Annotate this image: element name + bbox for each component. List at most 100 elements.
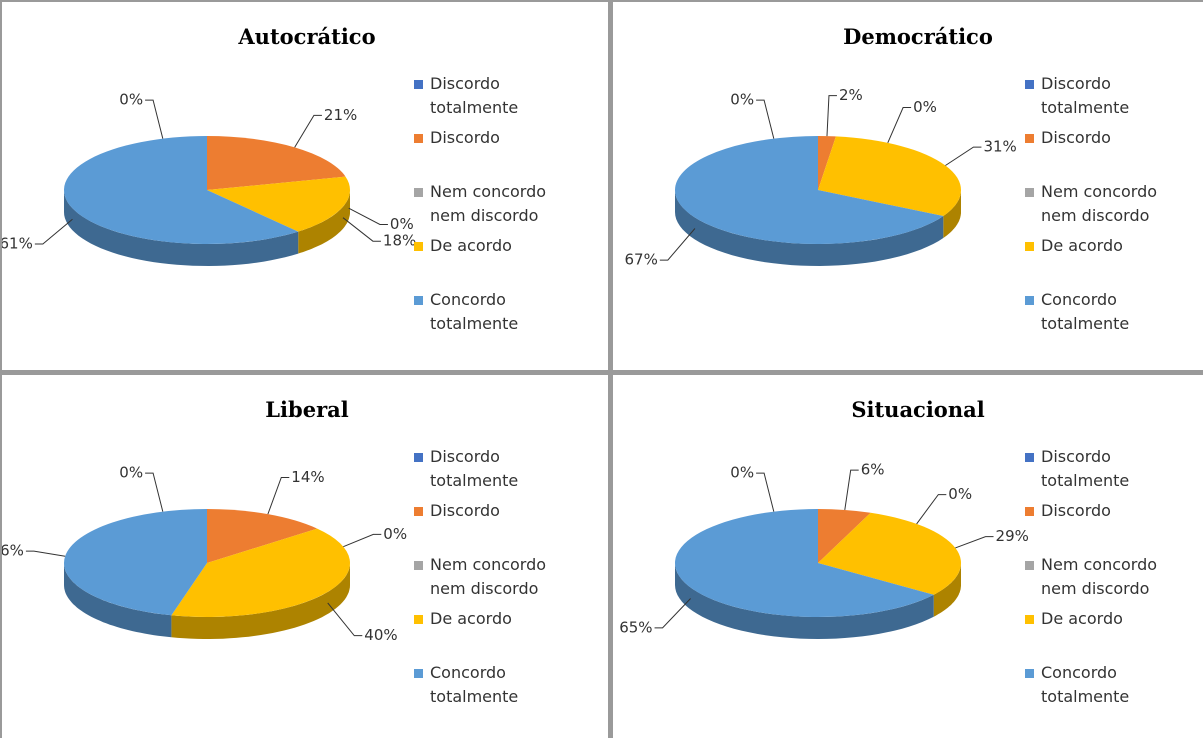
data-label: 0% [948,485,972,503]
leader-line [955,536,994,549]
legend-swatch [1025,615,1034,624]
legend-swatch [1025,507,1034,516]
legend-swatch [414,296,423,305]
leader-line [654,598,691,629]
legend-label: Discordo totalmente [1041,447,1130,490]
data-label: 46% [2,542,24,560]
legend-label: Discordo [1041,128,1111,147]
legend-label: Discordo [430,501,500,520]
legend-item: Concordo totalmente [1025,661,1165,715]
leader-line [343,533,382,548]
legend-swatch [1025,242,1034,251]
pie-side [943,190,961,238]
legend-label: Discordo totalmente [430,74,519,117]
leader-line [348,207,388,225]
legend-swatch [414,669,423,678]
legend-item: Discordo totalmente [1025,72,1165,126]
data-label: 21% [324,106,357,124]
legend-item: Discordo [414,499,554,553]
legend-label: De acordo [1041,609,1123,628]
legend-swatch [414,453,423,462]
legend-swatch [414,188,423,197]
chart-title: Situacional [851,397,984,422]
data-label: 0% [390,215,414,233]
leader-line [916,494,947,525]
data-label: 0% [730,464,754,482]
leader-line [342,217,381,242]
pie-slice [675,136,944,245]
legend-label: Nem concordo nem discordo [430,555,547,598]
data-label: 2% [839,86,863,104]
pie-slice [207,509,318,563]
leader-line [294,114,322,148]
pie-slice [207,176,350,232]
legend-item: De acordo [414,607,554,661]
chart-panel: Democrático 0% 2% 0% 31% 67% Discordo totalmen… [613,2,1203,370]
legend-item: Nem concordo nem discordo [1025,553,1165,607]
pie-side [64,190,299,266]
legend-swatch [414,134,423,143]
legend-item: Discordo [1025,499,1165,553]
legend-swatch [414,242,423,251]
legend-item: Concordo totalmente [414,661,554,715]
legend-swatch [1025,669,1034,678]
legend-item: Nem concordo nem discordo [414,180,554,234]
pie-side [298,190,350,254]
legend-item: Concordo totalmente [414,288,554,342]
legend-swatch [1025,188,1034,197]
leader-line [327,602,363,637]
data-label: 18% [383,232,416,250]
legend-swatch [1025,80,1034,89]
pie-slice [64,509,207,616]
legend-item: De acordo [414,234,554,288]
legend-label: Concordo totalmente [430,290,519,333]
legend-label: Nem concordo nem discordo [1041,555,1158,598]
leader-line [756,99,775,139]
legend-swatch [414,561,423,570]
leader-line [34,218,73,245]
leader-line [659,228,696,261]
legend: Discordo totalmente Discordo Nem concordo … [414,445,564,715]
pie-side [675,190,944,266]
pie-slice [818,512,961,595]
legend-item: Discordo totalmente [1025,445,1165,499]
legend-item: Discordo [414,126,554,180]
data-label: 67% [624,251,657,269]
pie-slice [64,136,299,244]
legend-swatch [1025,134,1034,143]
data-label: 29% [996,527,1029,545]
legend-swatch [1025,561,1034,570]
legend-label: Nem concordo nem discordo [1041,182,1158,225]
chart-panel: Autocrático 0% 21% 0% 18% 61% Discordo totalme… [2,2,608,370]
leader-line [145,99,164,139]
legend-label: Concordo totalmente [1041,290,1130,333]
legend-item: Discordo [1025,126,1165,180]
legend-swatch [414,615,423,624]
legend-swatch [1025,296,1034,305]
legend-swatch [1025,453,1034,462]
chart-title: Democrático [843,24,993,49]
data-label: 14% [291,468,324,486]
leader-line [826,95,837,137]
pie-side [171,563,350,639]
legend-swatch [414,80,423,89]
data-label: 0% [913,98,937,116]
data-label: 0% [119,464,143,482]
legend-label: Concordo totalmente [430,663,519,706]
legend-swatch [414,507,423,516]
pie-slice [171,528,350,617]
chart: Situacional 0% 6% 0% 29% 65% [619,397,1029,639]
chart-title: Liberal [265,397,348,422]
pie-slice [818,509,871,563]
legend-label: Discordo [1041,501,1111,520]
chart-title: Autocrático [237,24,375,49]
legend-item: De acordo [1025,234,1165,288]
legend-label: De acordo [430,609,512,628]
pie-slice [675,509,934,617]
legend: Discordo totalmente Discordo Nem concordo … [1025,72,1175,342]
leader-line [267,476,290,515]
legend-label: Discordo totalmente [430,447,519,490]
data-label: 40% [364,626,397,644]
